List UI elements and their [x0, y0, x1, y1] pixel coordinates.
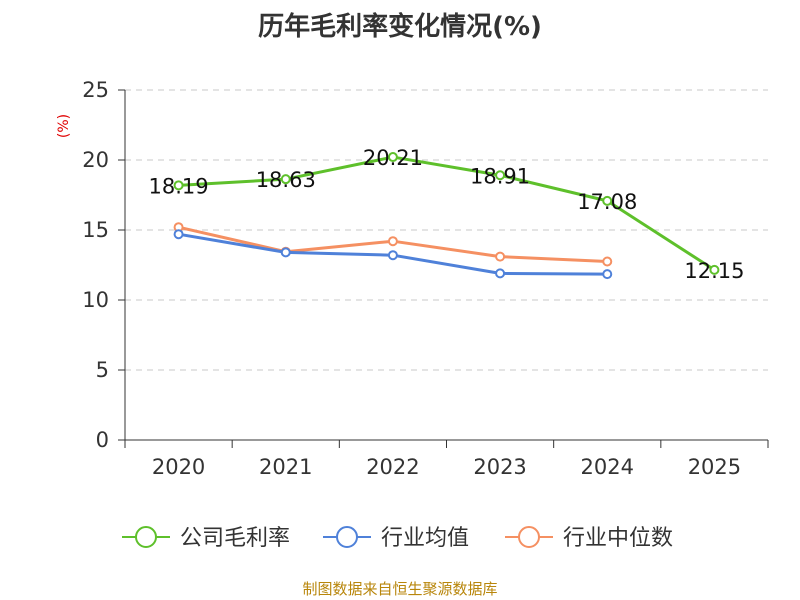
data-point	[173, 180, 184, 191]
series-lines	[173, 152, 720, 280]
legend-label: 公司毛利率	[180, 526, 290, 551]
y-tick-label: 5	[96, 358, 109, 382]
data-point	[495, 251, 506, 262]
legend-marker	[336, 526, 358, 548]
x-tick-label: 2022	[366, 455, 419, 479]
x-tick-label: 2023	[473, 455, 526, 479]
source-note: 制图数据来自恒生聚源数据库	[302, 580, 498, 598]
legend: 公司毛利率 行业均值 行业中位数	[122, 526, 673, 551]
data-label: 17.08	[577, 190, 637, 214]
data-label: 18.19	[149, 174, 209, 198]
data-point	[602, 269, 613, 280]
data-point	[602, 195, 613, 206]
grid-lines	[125, 89, 768, 371]
x-tick-label: 2020	[152, 455, 205, 479]
legend-label: 行业均值	[381, 526, 469, 551]
legend-marker	[135, 526, 157, 548]
y-tick-label: 0	[96, 428, 109, 452]
data-point	[280, 174, 291, 185]
data-point	[495, 170, 506, 181]
y-tick-label: 20	[82, 148, 109, 172]
data-point	[602, 256, 613, 267]
y-tick-label: 25	[82, 78, 109, 102]
legend-marker	[518, 526, 540, 548]
x-tick-label: 2025	[688, 455, 741, 479]
legend-label: 行业中位数	[563, 526, 673, 551]
data-point	[387, 152, 398, 163]
data-point	[387, 250, 398, 261]
data-label: 20.21	[363, 146, 423, 170]
series-line	[178, 155, 716, 272]
data-label: 18.91	[470, 164, 530, 188]
data-label: 18.63	[256, 168, 316, 192]
data-label: 12.15	[684, 259, 744, 283]
data-point	[495, 268, 506, 279]
data-point	[709, 264, 720, 275]
data-labels: 18.19 18.63 20.21 18.91 17.08 12.15	[149, 146, 745, 283]
y-tick-label: 15	[82, 218, 109, 242]
x-tick-label: 2024	[581, 455, 634, 479]
y-tick-label: 10	[82, 288, 109, 312]
chart-title: 历年毛利率变化情况(%)	[258, 12, 542, 42]
data-point	[280, 247, 291, 258]
data-point	[173, 229, 184, 240]
x-tick-label: 2021	[259, 455, 312, 479]
y-axis-label: (%)	[56, 114, 72, 138]
data-point	[387, 236, 398, 247]
